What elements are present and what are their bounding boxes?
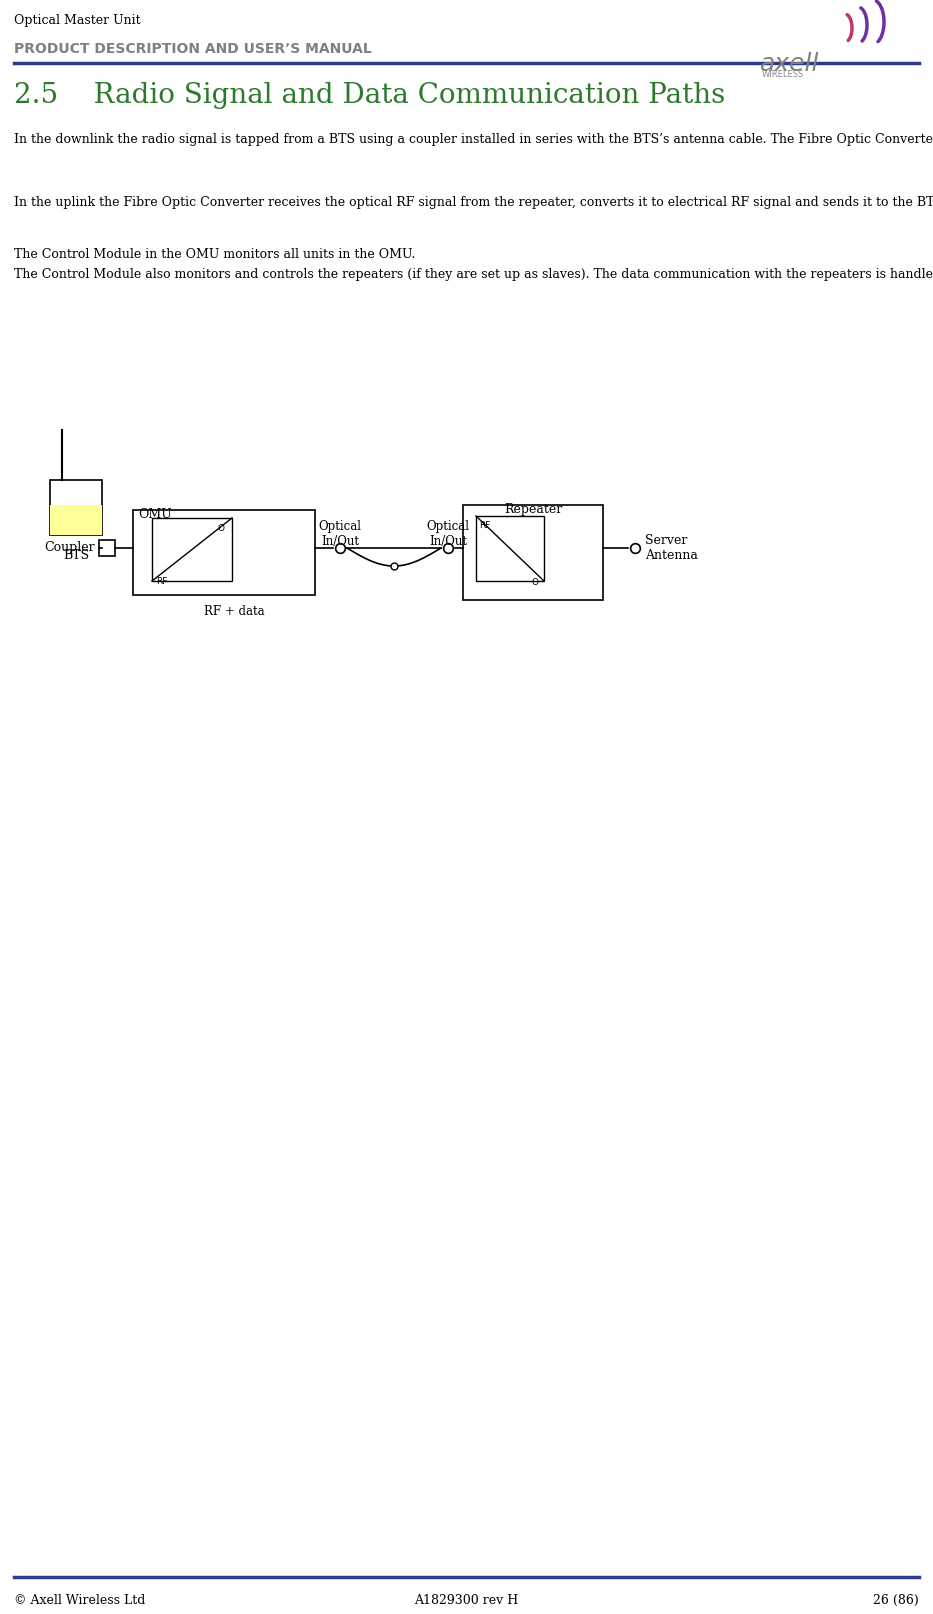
Text: RF + data: RF + data (203, 605, 264, 618)
Text: axell: axell (760, 52, 819, 76)
Text: RF: RF (479, 521, 491, 529)
Bar (133, 510, 315, 596)
Text: Coupler: Coupler (45, 542, 95, 555)
Text: In the downlink the radio signal is tapped from a BTS using a coupler installed : In the downlink the radio signal is tapp… (14, 132, 933, 145)
Text: The Control Module in the OMU monitors all units in the OMU.: The Control Module in the OMU monitors a… (14, 249, 415, 261)
Text: © Axell Wireless Ltd: © Axell Wireless Ltd (14, 1595, 146, 1608)
Bar (99, 541, 115, 555)
Text: RF: RF (156, 576, 167, 586)
Text: WIRELESS: WIRELESS (762, 69, 804, 79)
Bar (476, 516, 544, 581)
Text: Repeater: Repeater (504, 504, 562, 516)
Text: Server
Antenna: Server Antenna (645, 534, 698, 562)
Text: Optical
In/Out: Optical In/Out (318, 520, 361, 549)
Text: Optical
In/Out: Optical In/Out (426, 520, 469, 549)
Text: PRODUCT DESCRIPTION AND USER’S MANUAL: PRODUCT DESCRIPTION AND USER’S MANUAL (14, 42, 371, 56)
Bar (152, 518, 232, 581)
Text: Optical Master Unit: Optical Master Unit (14, 15, 141, 27)
Text: O: O (218, 525, 225, 533)
Text: BTS: BTS (63, 549, 89, 562)
Text: In the uplink the Fibre Optic Converter receives the optical RF signal from the : In the uplink the Fibre Optic Converter … (14, 195, 933, 208)
Text: The Control Module also monitors and controls the repeaters (if they are set up : The Control Module also monitors and con… (14, 268, 933, 281)
Bar (50, 505, 102, 534)
Text: 26 (86): 26 (86) (873, 1595, 919, 1608)
Bar (463, 505, 603, 600)
Text: 2.5    Radio Signal and Data Communication Paths: 2.5 Radio Signal and Data Communication … (14, 82, 725, 110)
Text: OMU: OMU (138, 508, 172, 521)
Bar (50, 479, 102, 534)
Text: A1829300 rev H: A1829300 rev H (414, 1595, 518, 1608)
Text: O: O (531, 578, 538, 587)
